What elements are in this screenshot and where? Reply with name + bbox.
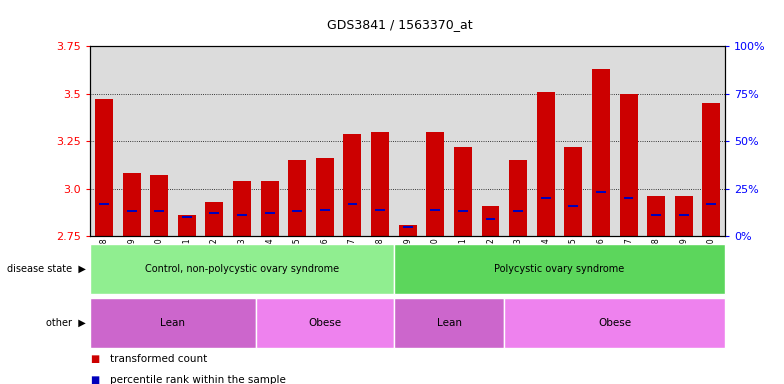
Text: ■: ■ <box>90 354 100 364</box>
Bar <box>151 175 168 236</box>
Bar <box>182 216 192 218</box>
Text: ■: ■ <box>90 375 100 384</box>
Bar <box>99 203 109 205</box>
Bar <box>233 181 251 236</box>
Bar <box>541 197 550 199</box>
Bar <box>316 158 334 236</box>
Bar <box>347 203 358 205</box>
Bar <box>209 212 220 214</box>
Bar <box>679 214 688 216</box>
Bar <box>375 209 385 210</box>
Bar <box>706 203 717 205</box>
Bar <box>652 214 661 216</box>
Text: Control, non-polycystic ovary syndrome: Control, non-polycystic ovary syndrome <box>145 264 339 274</box>
Text: other  ▶: other ▶ <box>46 318 86 328</box>
Bar <box>596 191 606 194</box>
Bar <box>320 209 330 210</box>
Bar <box>292 210 302 212</box>
Text: disease state  ▶: disease state ▶ <box>7 264 86 274</box>
Bar <box>458 210 468 212</box>
Bar <box>564 147 583 236</box>
Bar <box>90 244 394 294</box>
Text: percentile rank within the sample: percentile rank within the sample <box>110 375 285 384</box>
Bar <box>568 205 579 207</box>
Bar <box>371 132 389 236</box>
Bar <box>122 174 140 236</box>
Bar <box>289 160 307 236</box>
Bar <box>343 134 361 236</box>
Bar <box>702 103 720 236</box>
Text: Lean: Lean <box>437 318 462 328</box>
Bar <box>509 160 527 236</box>
Bar <box>454 147 472 236</box>
Bar <box>394 244 725 294</box>
Text: transformed count: transformed count <box>110 354 207 364</box>
Bar <box>237 214 247 216</box>
Text: Polycystic ovary syndrome: Polycystic ovary syndrome <box>495 264 625 274</box>
Text: Obese: Obese <box>308 318 341 328</box>
Bar <box>127 210 136 212</box>
Bar <box>154 210 164 212</box>
Bar <box>514 210 523 212</box>
Text: Obese: Obese <box>598 318 631 328</box>
Bar <box>394 298 504 348</box>
Bar <box>592 69 610 236</box>
Bar <box>430 209 441 210</box>
Bar <box>675 196 693 236</box>
Bar <box>399 225 416 236</box>
Bar <box>178 215 196 236</box>
Bar <box>485 218 495 220</box>
Bar <box>95 99 113 236</box>
Bar <box>623 197 633 199</box>
Bar <box>265 212 274 214</box>
Bar <box>648 196 665 236</box>
Bar <box>537 92 555 236</box>
Bar <box>481 206 499 236</box>
Bar <box>403 226 412 228</box>
Bar <box>426 132 445 236</box>
Text: Lean: Lean <box>161 318 186 328</box>
Bar <box>90 298 256 348</box>
Bar <box>260 181 278 236</box>
Bar <box>619 94 637 236</box>
Text: GDS3841 / 1563370_at: GDS3841 / 1563370_at <box>327 18 473 31</box>
Bar <box>504 298 725 348</box>
Bar <box>205 202 223 236</box>
Bar <box>256 298 394 348</box>
